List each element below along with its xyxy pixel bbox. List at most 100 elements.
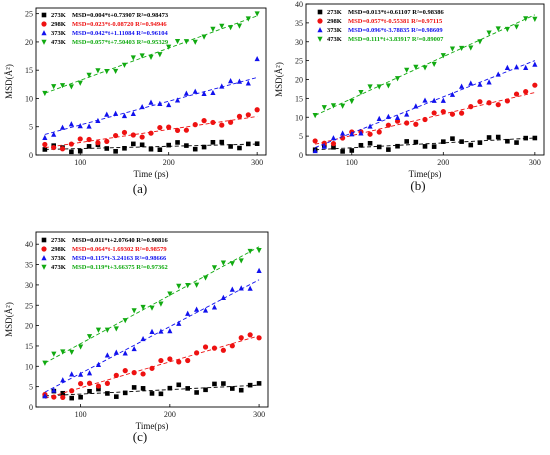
data-point (113, 372, 119, 378)
y-tick-label: 10 (25, 362, 33, 371)
y-tick-label: 5 (299, 132, 303, 141)
data-point (220, 347, 226, 353)
x-tick-label: 100 (75, 410, 87, 419)
legend-marker (41, 30, 47, 36)
legend-fit-text: MSD=0.013*t+0.61107 R²=0.98386 (348, 9, 445, 16)
data-point (532, 82, 538, 88)
legend-marker (41, 21, 47, 27)
data-point (158, 301, 164, 307)
data-point (236, 23, 243, 29)
legend-fit-text: MSD=0.042*t+1.11084 R²=0.96104 (72, 30, 169, 37)
data-point (229, 343, 235, 349)
data-point (358, 130, 364, 136)
data-point (203, 387, 208, 393)
fit-line (44, 246, 260, 364)
legend-marker (41, 12, 47, 18)
data-point (229, 286, 235, 292)
data-point (495, 134, 501, 140)
data-point (201, 118, 207, 124)
data-point (131, 141, 136, 147)
data-point (340, 103, 346, 109)
y-tick-label: 20 (25, 38, 33, 47)
data-point (69, 395, 74, 401)
data-point (60, 349, 66, 355)
data-point (42, 147, 48, 152)
data-point (59, 146, 66, 152)
data-point (413, 121, 419, 127)
data-point (238, 335, 244, 341)
data-point (60, 394, 66, 400)
data-point (513, 64, 520, 70)
x-tick-label: 100 (346, 158, 358, 167)
data-point (330, 135, 337, 141)
data-point (149, 391, 155, 396)
y-tick-label: 15 (25, 66, 33, 75)
data-point (104, 138, 110, 145)
data-point (78, 394, 83, 400)
data-point (95, 117, 101, 124)
data-point (211, 345, 218, 351)
data-point (358, 90, 364, 96)
y-axis-label: MSD(Å²) (4, 302, 14, 337)
data-point (504, 26, 510, 33)
data-point (130, 132, 136, 138)
data-point (238, 258, 244, 264)
data-point (86, 144, 92, 149)
legend-name: 373K (51, 30, 66, 37)
legend: 273K MSD=0.004*t+0.73907 R²=0.98473 298K MS… (41, 12, 169, 46)
data-point (395, 143, 400, 149)
data-point (68, 84, 74, 90)
data-point (183, 127, 189, 133)
data-point (254, 11, 260, 17)
data-point (202, 307, 209, 313)
data-point (183, 39, 189, 45)
data-point (228, 25, 234, 31)
data-point (121, 129, 128, 136)
data-point (185, 386, 190, 391)
data-point (228, 144, 233, 149)
legend-fit-text: MSD=0.119*t+3.66375 R²=0.97362 (72, 264, 168, 271)
series-298K (42, 332, 262, 400)
data-point (139, 142, 145, 148)
data-point (486, 135, 492, 140)
legend-marker (317, 18, 323, 24)
data-point (247, 382, 253, 388)
legend-marker (41, 264, 47, 270)
data-point (149, 328, 155, 334)
data-point (210, 26, 216, 32)
data-point (42, 393, 48, 399)
data-point (139, 53, 145, 59)
legend-name: 273K (51, 237, 66, 244)
data-point (468, 80, 474, 86)
y-tick-label: 25 (295, 57, 303, 66)
data-point (468, 142, 474, 148)
y-tick-label: 30 (25, 281, 33, 290)
chart-panel-1: 100 200 300 0 5 10 15 20 25 Time (ps) MSD(Å²) (a) 27… (4, 7, 267, 196)
legend-fit-text: MSD=0.111*t+3.83917 R²=0.89007 (348, 36, 444, 43)
data-point (158, 357, 164, 364)
data-point (394, 76, 401, 82)
data-point (513, 24, 520, 30)
data-point (194, 282, 200, 288)
data-point (385, 83, 391, 89)
y-tick-label: 20 (25, 322, 33, 331)
legend-name: 473K (327, 36, 342, 43)
y-tick-label: 10 (295, 113, 303, 122)
data-point (256, 248, 262, 254)
data-point (148, 130, 154, 136)
series-373K (42, 267, 262, 399)
data-point (504, 64, 510, 70)
data-point (194, 390, 199, 395)
chart-panel-3: 100 200 300 0 5 10 15 20 25 30 35 40 Time(ps) MSD(Å²)… (4, 231, 269, 444)
data-point (201, 90, 207, 97)
data-point (449, 91, 456, 97)
legend-name: 473K (51, 39, 66, 46)
data-point (114, 394, 119, 399)
data-point (376, 144, 382, 150)
legend-fit-text: MSD=0.057*t-0.55381 R²=0.97115 (348, 18, 443, 25)
data-point (105, 391, 110, 396)
data-point (229, 261, 235, 267)
data-point (95, 327, 102, 333)
data-point (404, 120, 410, 126)
data-point (174, 127, 181, 134)
